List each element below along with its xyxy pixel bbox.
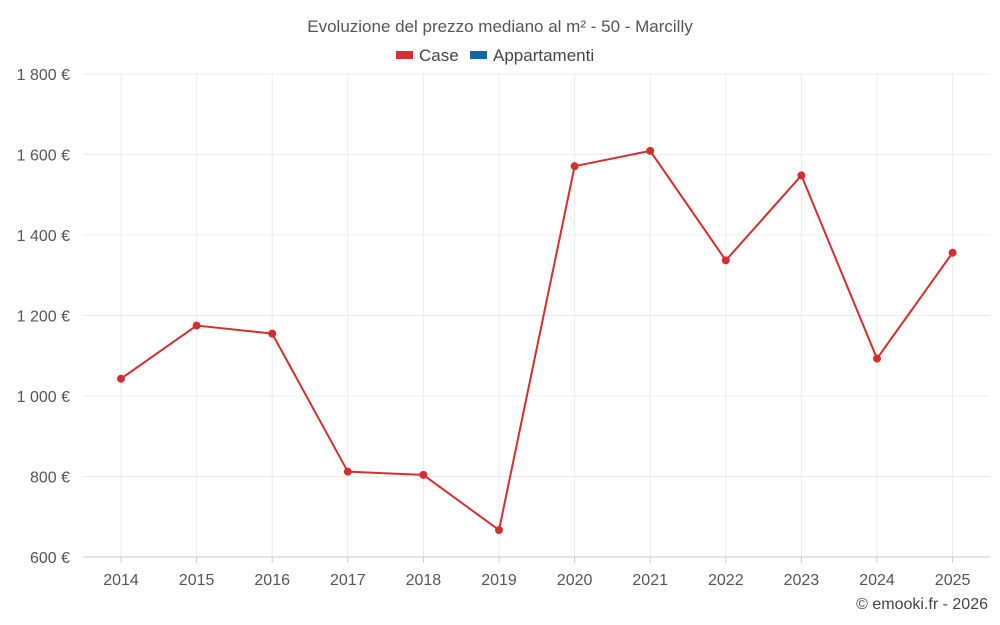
data-point (570, 162, 579, 171)
x-tick-label: 2023 (784, 572, 820, 589)
y-tick-label: 1 600 € (17, 148, 70, 165)
chart-title: Evoluzione del prezzo mediano al m² - 50… (307, 17, 693, 36)
y-tick-label: 1 200 € (17, 309, 70, 326)
y-tick-label: 800 € (30, 470, 70, 487)
y-tick-label: 1 000 € (17, 389, 70, 406)
x-tick-label: 2014 (103, 572, 139, 589)
legend-swatch-case (396, 51, 413, 59)
x-tick-label: 2016 (254, 572, 290, 589)
y-tick-label: 1 400 € (17, 228, 70, 245)
y-tick-label: 600 € (30, 550, 70, 567)
series-case (117, 146, 957, 535)
x-tick-label: 2021 (632, 572, 668, 589)
data-point (268, 329, 277, 338)
data-point (721, 256, 730, 265)
legend-item-case[interactable]: Case (396, 46, 459, 65)
data-point (343, 467, 352, 476)
legend-swatch-appartamenti (470, 51, 487, 59)
data-point (192, 321, 201, 330)
axes: 600 € 800 € 1 000 € 1 200 € 1 400 € 1 600 € 1 … (17, 67, 990, 589)
x-tick-label: 2015 (179, 572, 215, 589)
series-line-case (120, 149, 954, 532)
data-point (797, 171, 806, 180)
legend-label-case: Case (419, 46, 459, 65)
data-point (117, 374, 125, 383)
x-tick-label: 2022 (708, 572, 744, 589)
x-tick-label: 2020 (557, 572, 593, 589)
y-tick-label: 1 800 € (17, 67, 70, 84)
x-tick-label: 2025 (935, 572, 971, 589)
data-point (948, 248, 957, 257)
data-point (873, 354, 881, 363)
legend: Case Appartamenti (396, 46, 594, 65)
data-point (419, 470, 428, 479)
x-tick-label: 2019 (481, 572, 517, 589)
x-tick-label: 2024 (859, 572, 895, 589)
x-tick-label: 2017 (330, 572, 366, 589)
x-tick-label: 2018 (406, 572, 442, 589)
data-point (646, 146, 655, 155)
grid (83, 73, 990, 557)
legend-label-appartamenti: Appartamenti (493, 46, 594, 65)
legend-item-appartamenti[interactable]: Appartamenti (470, 46, 594, 65)
data-point (495, 526, 503, 535)
credit-text: © emooki.fr - 2026 (856, 596, 988, 613)
